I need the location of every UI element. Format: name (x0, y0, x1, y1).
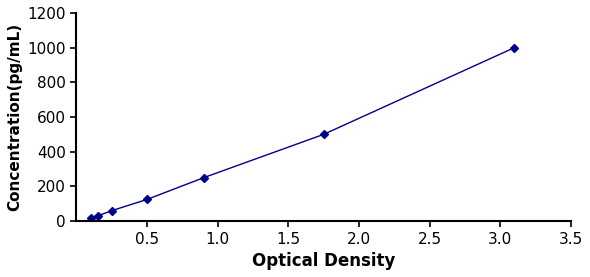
X-axis label: Optical Density: Optical Density (252, 252, 395, 270)
Y-axis label: Concentration(pg/mL): Concentration(pg/mL) (7, 23, 22, 211)
